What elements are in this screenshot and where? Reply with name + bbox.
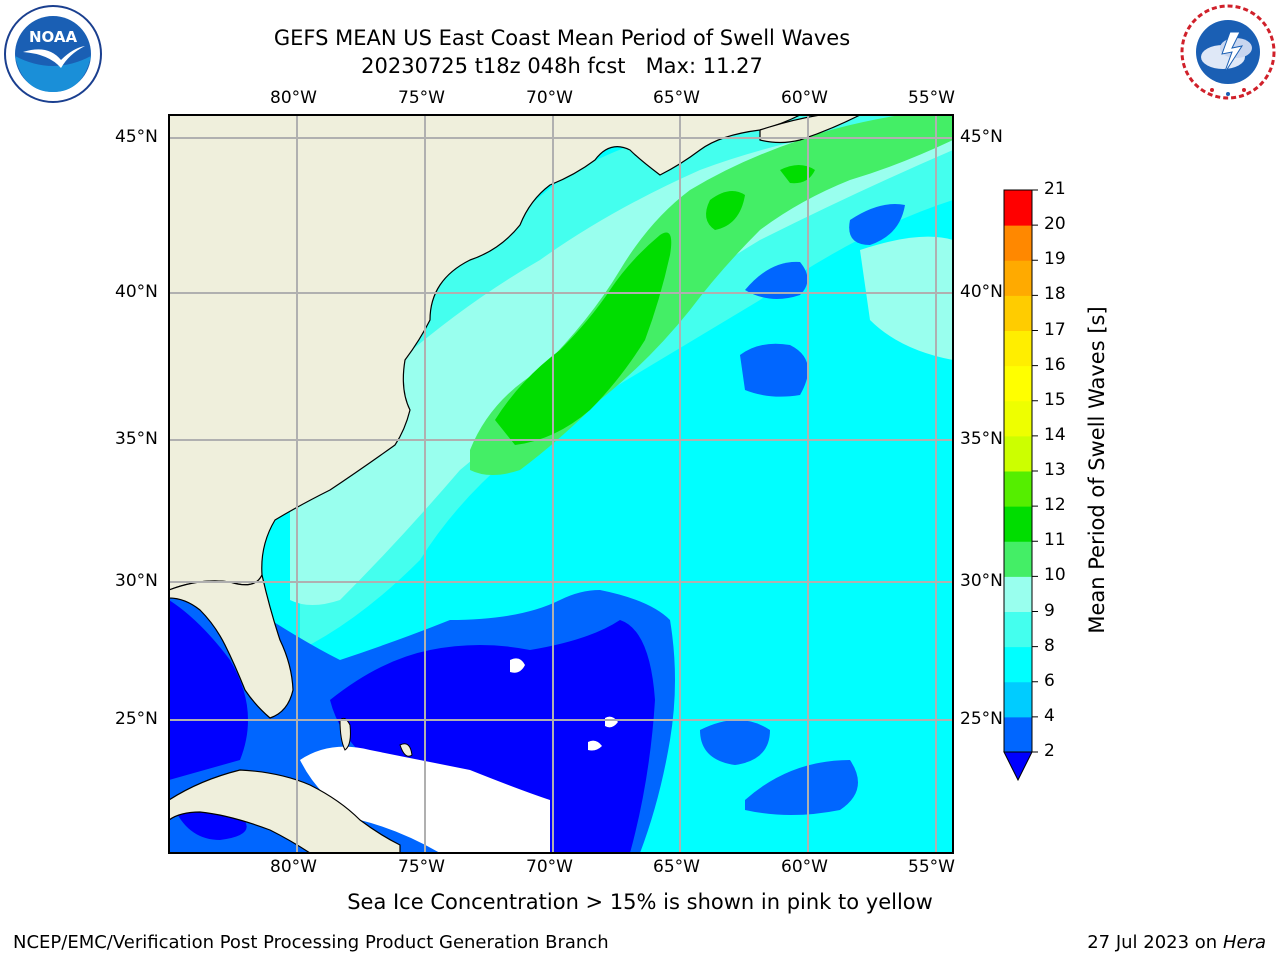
lon-label-top-55w: 55°W (908, 88, 955, 108)
colorbar-tick-label: 17 (1044, 319, 1066, 340)
colorbar-tick-label: 9 (1044, 600, 1055, 621)
lon-label-bottom-80w: 80°W (270, 857, 317, 877)
nws-logo (1180, 4, 1276, 100)
low-period-blob-5 (745, 760, 858, 815)
sea-ice-note: Sea Ice Concentration > 15% is shown in … (347, 890, 933, 914)
footer-machine: Hera (1222, 932, 1266, 953)
swell-core-11b (706, 191, 745, 230)
lon-label-top-80w: 80°W (270, 88, 317, 108)
lon-label-bottom-65w: 65°W (653, 857, 700, 877)
colorbar-segment (1004, 611, 1032, 648)
lon-label-top-65w: 65°W (653, 88, 700, 108)
low-period-blob-1 (849, 204, 905, 245)
lat-label-left-40n: 40°N (115, 282, 158, 302)
under-2-bahamas (330, 620, 655, 853)
colorbar-segment (1004, 190, 1032, 226)
colorbar-tick-label: 13 (1044, 460, 1066, 480)
colorbar-tick-label: 19 (1044, 249, 1066, 270)
lat-label-right-35n: 35°N (960, 429, 1003, 449)
colorbar-segment (1004, 681, 1032, 718)
swell-band-9 (290, 120, 953, 605)
lat-label-right-30n: 30°N (960, 571, 1003, 591)
colorbar-tick-label: 12 (1044, 495, 1066, 516)
noaa-logo: NOAA (4, 5, 102, 103)
map-frame (168, 114, 954, 854)
lat-label-left-35n: 35°N (115, 429, 158, 449)
lat-label-left-25n: 25°N (115, 709, 158, 729)
colorbar-tick-label: 11 (1044, 530, 1066, 551)
no-data-spot-2 (588, 740, 602, 751)
colorbar-segment (1004, 365, 1032, 402)
svg-text:NOAA: NOAA (29, 28, 78, 46)
colorbar-label: Mean Period of Swell Waves [s] (1085, 306, 1109, 634)
lon-label-bottom-55w: 55°W (908, 857, 955, 877)
colorbar-segment (1004, 225, 1032, 261)
lon-label-top-75w: 75°W (398, 88, 445, 108)
map-plot-area (169, 115, 953, 853)
colorbar-segment (1004, 506, 1032, 542)
colorbar-tick-label: 15 (1044, 389, 1066, 410)
colorbar-segment (1004, 646, 1032, 683)
lon-label-bottom-70w: 70°W (526, 857, 573, 877)
land-florida (169, 573, 294, 719)
colorbar-segment (1004, 576, 1032, 612)
colorbar-segment (1004, 435, 1032, 472)
colorbar-tick-label: 4 (1044, 705, 1055, 726)
swell-core-11c (780, 165, 815, 184)
colorbar-tick-label: 21 (1044, 179, 1066, 199)
low-period-blob-2 (745, 261, 808, 299)
colorbar-segment (1004, 295, 1032, 331)
lon-label-bottom-75w: 75°W (398, 857, 445, 877)
colorbar-tick-label: 2 (1044, 741, 1055, 761)
footer-date: 27 Jul 2023 on Hera (1087, 932, 1266, 953)
under-2-west (169, 600, 248, 780)
colorbar-tick-label: 16 (1044, 354, 1066, 375)
map-gridlines (169, 115, 953, 853)
lon-label-bottom-60w: 60°W (781, 857, 828, 877)
footer-date-text: 27 Jul 2023 on (1087, 932, 1223, 953)
swell-band-8 (300, 115, 953, 650)
colorbar-tick-label: 6 (1044, 670, 1055, 691)
lat-label-left-45n: 45°N (115, 127, 158, 147)
colorbar-tick-label: 8 (1044, 635, 1055, 656)
land-bahamas-2 (399, 743, 413, 757)
colorbar (1003, 189, 1038, 782)
colorbar-segment (1004, 716, 1032, 753)
swell-core-11 (495, 232, 672, 445)
land-nova-scotia (759, 115, 861, 144)
colorbar-under-triangle (1003, 751, 1033, 782)
low-period-blob-4 (700, 720, 770, 765)
colorbar-tick-label: 10 (1044, 565, 1066, 586)
lat-label-left-30n: 30°N (115, 571, 158, 591)
colorbar-tick-label: 20 (1044, 214, 1066, 235)
lat-label-right-25n: 25°N (960, 709, 1003, 729)
lat-label-right-40n: 40°N (960, 282, 1003, 302)
map-title-line1: GEFS MEAN US East Coast Mean Period of S… (273, 26, 851, 50)
land-bahamas-1 (339, 717, 351, 751)
colorbar-segment (1004, 541, 1032, 577)
lon-label-top-60w: 60°W (781, 88, 828, 108)
map-title-line2: 20230725 t18z 048h fcst Max: 11.27 (361, 54, 763, 78)
lat-label-right-45n: 45°N (960, 127, 1003, 147)
footer-credit: NCEP/EMC/Verification Post Processing Pr… (13, 932, 609, 953)
colorbar-tick-label: 18 (1044, 284, 1066, 305)
land-cuba (169, 769, 401, 853)
colorbar-segment (1004, 260, 1032, 296)
low-period-blob-3 (740, 343, 808, 397)
colorbar-segment (1004, 400, 1032, 437)
lon-label-top-70w: 70°W (526, 88, 573, 108)
land-us-east-coast (169, 115, 801, 591)
no-data-spot-1 (510, 658, 525, 673)
swell-band-east (860, 236, 953, 360)
colorbar-tick-label: 14 (1044, 424, 1066, 445)
colorbar-segment (1004, 330, 1032, 367)
colorbar-segment (1004, 471, 1032, 507)
